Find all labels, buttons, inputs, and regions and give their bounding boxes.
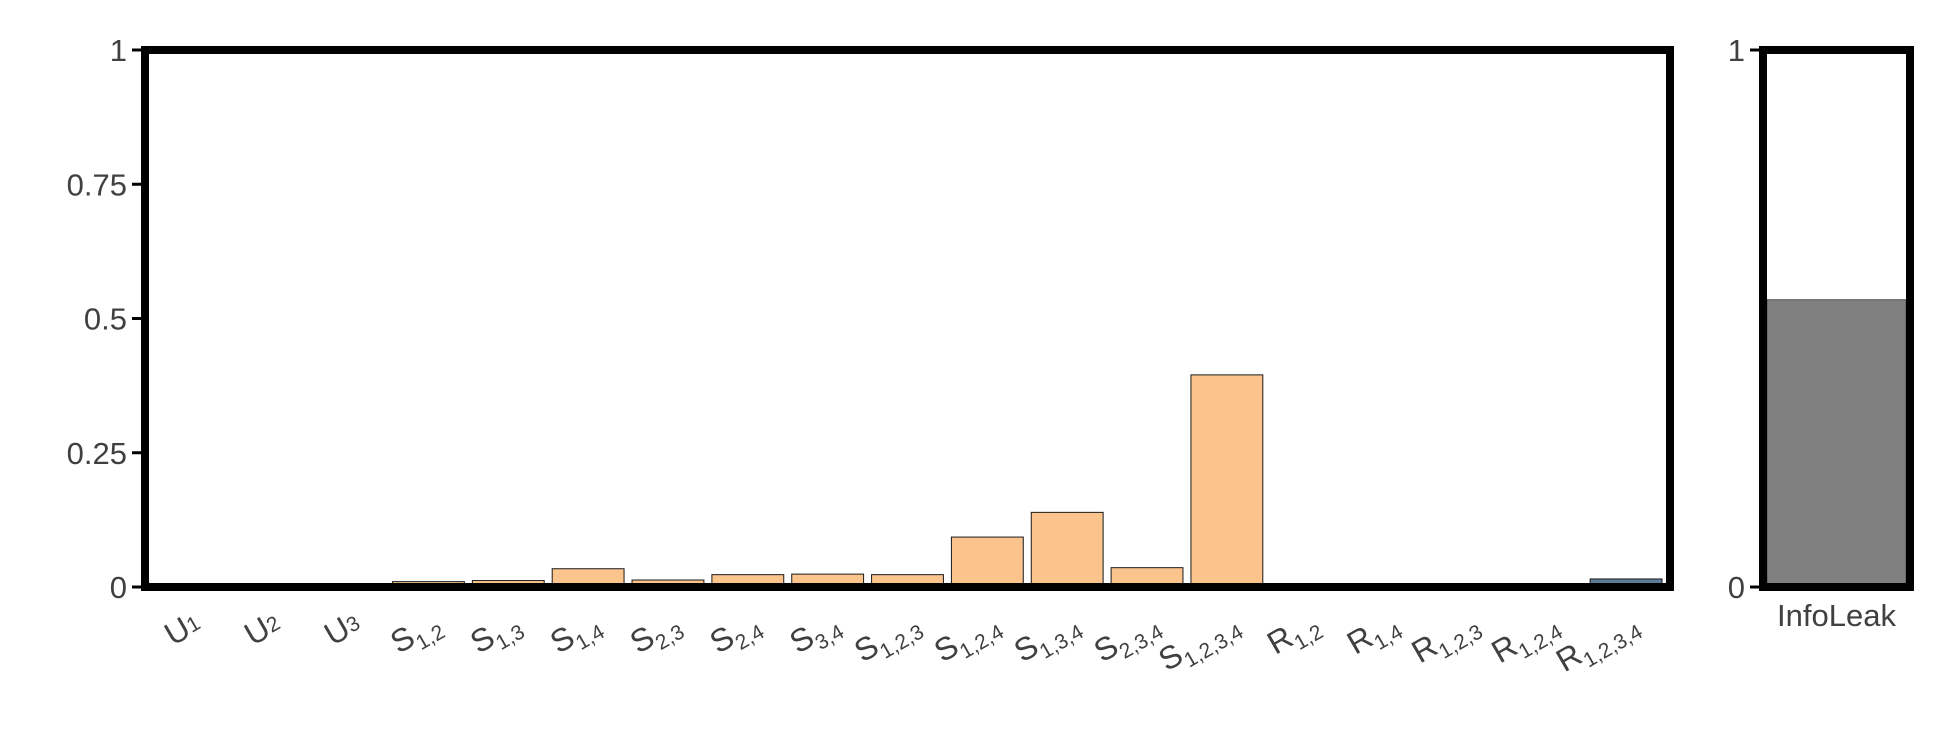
bar-S-1-3-4 [1030, 511, 1104, 588]
y-tick-label: 0.5 [84, 302, 127, 337]
bar-S-1-2-4 [950, 536, 1024, 588]
bar-S-1-2-3-4 [1190, 374, 1264, 588]
x-tick-label: U3 [318, 604, 366, 653]
y-tick-label: 0.25 [67, 436, 127, 471]
x-tick-label: S3,4 [783, 604, 848, 666]
x-tick-label: R1,2,3 [1405, 604, 1486, 675]
bar-infoleak [1766, 299, 1907, 588]
x-tick-label: S2,3 [624, 604, 689, 666]
x-tick-label: R1,2,4 [1485, 604, 1567, 675]
y-tick-label: 0.75 [67, 167, 127, 202]
x-tick-label: S1,2 [384, 604, 449, 666]
x-tick-label: S1,2,3,4 [1152, 604, 1247, 683]
x-tick-label: R1,2 [1261, 604, 1327, 667]
x-tick-label: U1 [158, 604, 206, 653]
x-tick-label: U2 [238, 604, 286, 653]
x-tick-label: S1,3,4 [1008, 604, 1088, 675]
x-tick-label: R1,4 [1341, 604, 1408, 667]
x-tick-label: S1,4 [544, 604, 609, 666]
x-tick-label: R1,2,3,4 [1550, 604, 1647, 684]
side-y-tick-label: 1 [1728, 33, 1745, 68]
x-tick-label: S2,4 [704, 604, 769, 666]
y-tick-label: 1 [110, 33, 127, 68]
y-tick-label: 0 [110, 570, 127, 605]
side-plot-frame [1759, 46, 1914, 591]
side-y-tick-label: 0 [1728, 570, 1745, 605]
main-plot-frame [141, 46, 1674, 591]
x-tick-label: S1,3 [464, 604, 529, 666]
x-tick-label-infoleak: InfoLeak [1777, 598, 1896, 633]
x-tick-label: S1,2,3 [848, 604, 928, 674]
x-tick-label: S1,2,4 [928, 604, 1008, 675]
infoleak-bar-chart: InfoLeak 0 1 [1728, 33, 1914, 633]
x-tick-label: S2,3,4 [1088, 604, 1168, 675]
